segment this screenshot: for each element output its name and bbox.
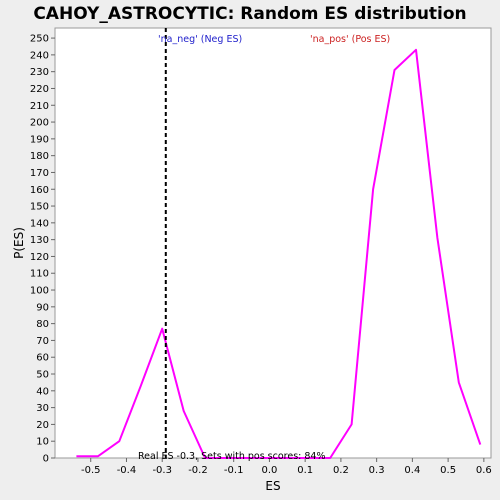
y-tick-label: 10 (36, 437, 49, 448)
y-tick-label: 180 (30, 151, 49, 162)
x-tick-label: 0.5 (440, 465, 456, 476)
chart-title: CAHOY_ASTROCYTIC: Random ES distribution (33, 4, 466, 24)
y-tick-label: 210 (30, 101, 49, 112)
y-tick-label: 170 (30, 168, 49, 179)
x-axis: -0.5 -0.4 -0.3 -0.2 -0.1 0.0 0.1 0.2 0.3 0.4 0.5 0.… (81, 458, 492, 476)
pos-es-label: 'na_pos' (Pos ES) (310, 34, 390, 45)
y-tick-label: 250 (30, 34, 49, 45)
y-tick-label: 220 (30, 84, 49, 95)
y-tick-label: 230 (30, 67, 49, 78)
x-tick-label: 0.3 (369, 465, 385, 476)
x-tick-label: -0.5 (81, 465, 101, 476)
y-tick-label: 200 (30, 118, 49, 129)
x-tick-label: -0.3 (152, 465, 172, 476)
y-tick-label: 190 (30, 134, 49, 145)
neg-es-label: 'na_neg' (Neg ES) (158, 34, 242, 45)
y-tick-label: 160 (30, 185, 49, 196)
y-tick-label: 20 (36, 420, 49, 431)
x-tick-label: -0.2 (188, 465, 208, 476)
y-tick-label: 240 (30, 50, 49, 61)
es-distribution-line (76, 48, 482, 459)
y-tick-label: 60 (36, 353, 49, 364)
x-axis-label: ES (265, 479, 280, 493)
y-tick-label: 130 (30, 235, 49, 246)
y-axis: 0 10 20 30 40 50 60 70 80 90 100 110 120 130 140 150 160… (30, 34, 55, 465)
y-tick-label: 90 (36, 302, 49, 313)
y-tick-label: 50 (36, 370, 49, 381)
y-tick-label: 80 (36, 319, 49, 330)
x-tick-label: 0.4 (404, 465, 420, 476)
y-axis-label: P(ES) (12, 227, 26, 259)
y-tick-label: 100 (30, 286, 49, 297)
y-tick-label: 110 (30, 269, 49, 280)
y-tick-label: 140 (30, 218, 49, 229)
x-tick-label: 0.0 (261, 465, 277, 476)
y-tick-label: 30 (36, 403, 49, 414)
x-tick-label: 0.6 (476, 465, 492, 476)
y-tick-label: 40 (36, 386, 49, 397)
x-tick-label: 0.1 (297, 465, 313, 476)
x-tick-label: -0.1 (224, 465, 244, 476)
series-layer (76, 48, 482, 459)
y-tick-label: 0 (43, 454, 49, 465)
y-tick-label: 150 (30, 202, 49, 213)
real-es-annotation: Real ES -0.3, Sets with pos scores: 84% (138, 451, 326, 462)
x-tick-label: 0.2 (333, 465, 349, 476)
y-tick-label: 120 (30, 252, 49, 263)
plot-area (54, 27, 492, 459)
x-tick-label: -0.4 (117, 465, 137, 476)
y-tick-label: 70 (36, 336, 49, 347)
